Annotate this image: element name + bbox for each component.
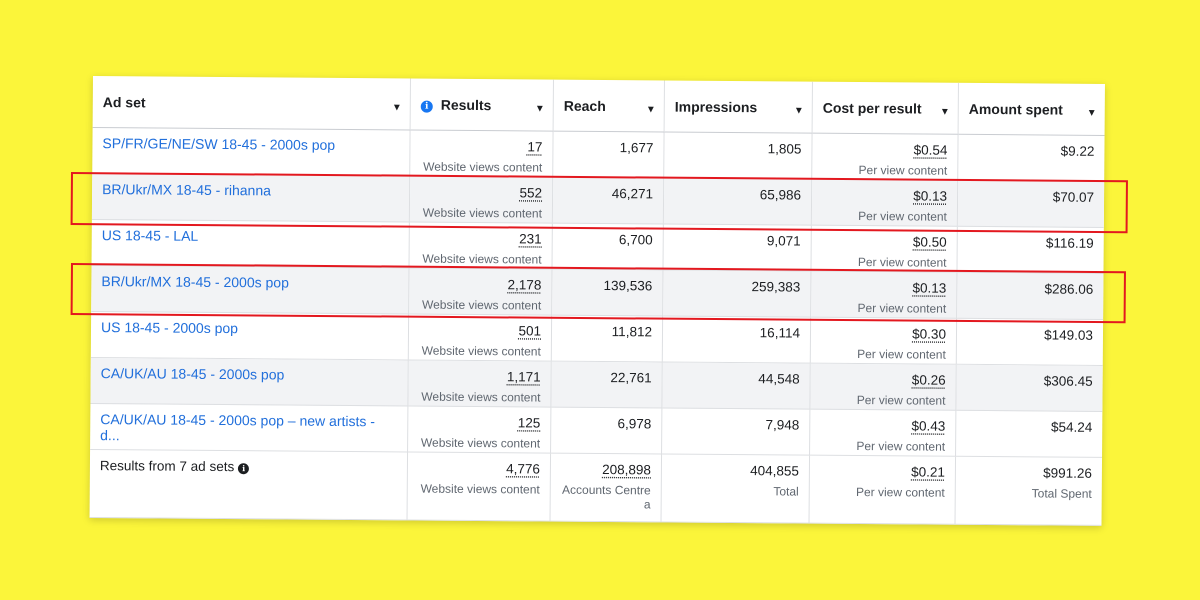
reach-cell: 6,978 [551,407,663,455]
summary-cost-subtext: Per view content [855,485,945,500]
sort-caret-icon[interactable]: ▼ [534,103,545,115]
results-value[interactable]: 501 [518,323,542,339]
highlight-box-rihanna-row [70,172,1128,234]
results-cell: 501 Website views content [408,314,553,362]
reach-cell: 6,700 [552,223,664,271]
highlight-box-2000s-pop-row [70,263,1126,324]
cost-cell: $0.30 Per view content [810,317,958,365]
summary-row-label: Results from 7 ad sets i [89,449,409,521]
cost-value[interactable]: $0.50 [912,234,947,250]
cost-cell: $0.54 Per view content [812,133,959,181]
results-cell: 125 Website views content [408,406,552,454]
ad-set-name-link[interactable]: US 18-45 - 2000s pop [90,311,410,361]
column-header-label: Ad set [102,94,146,111]
results-subtext: Website views content [421,389,541,405]
column-header-amount-spent[interactable]: Amount spent ▼ [958,82,1105,136]
sort-caret-icon[interactable]: ▼ [645,104,656,116]
amount-spent-cell: $306.45 [956,364,1103,412]
results-subtext: Website views content [422,251,542,267]
cost-subtext: Per view content [857,255,947,270]
column-header-label: Impressions [674,98,758,116]
summary-spent-subtext: Total Spent [1031,486,1092,501]
reach-cell: 1,677 [553,131,665,179]
summary-cost-value[interactable]: $0.21 [911,464,945,480]
results-value[interactable]: 17 [527,139,543,155]
cost-subtext: Per view content [858,163,948,178]
results-value[interactable]: 125 [517,415,541,431]
cost-cell: $0.26 Per view content [810,363,957,411]
cost-value[interactable]: $0.43 [911,418,946,434]
reach-cell: 11,812 [551,315,664,363]
column-header-label: Amount spent [968,100,1063,118]
column-header-label: Reach [563,97,606,115]
summary-results-subtext: Website views content [420,481,540,497]
results-value[interactable]: 231 [519,231,542,247]
summary-spent-value: $991.26 [1043,465,1092,481]
results-subtext: Website views content [420,435,541,451]
info-icon[interactable]: i [238,463,250,475]
summary-impressions-value: 404,855 [750,463,799,479]
impressions-cell: 7,948 [662,408,811,456]
column-header-reach[interactable]: Reach ▼ [553,79,665,133]
results-subtext: Website views content [423,159,543,175]
cost-value[interactable]: $0.30 [912,326,947,342]
summary-reach: 208,898 Accounts Centre a [550,453,663,523]
column-header-results[interactable]: i Results ▼ [410,78,554,132]
column-header-ad-set[interactable]: Ad set ▼ [92,76,411,131]
cost-value[interactable]: $0.26 [911,372,946,388]
cost-subtext: Per view content [856,439,946,454]
cost-subtext: Per view content [857,347,946,362]
impressions-cell: 44,548 [662,362,811,410]
results-cell: 231 Website views content [409,222,553,270]
summary-reach-subtext: Accounts Centre a [561,482,651,512]
amount-spent-cell: $149.03 [956,318,1104,366]
amount-spent-cell: $116.19 [957,226,1104,274]
summary-cost: $0.21 Per view content [809,455,957,525]
column-header-impressions[interactable]: Impressions ▼ [664,80,813,134]
cost-cell: $0.43 Per view content [810,409,957,457]
cost-value[interactable]: $0.54 [913,142,948,158]
sort-caret-icon[interactable]: ▼ [793,105,804,117]
summary-reach-value[interactable]: 208,898 [602,462,651,478]
ad-set-name-link[interactable]: CA/UK/AU 18-45 - 2000s pop [90,357,409,407]
summary-label-text: Results from 7 ad sets [99,458,235,475]
amount-spent-cell: $54.24 [956,410,1103,458]
reach-cell: 22,761 [551,361,663,409]
summary-results-value[interactable]: 4,776 [506,461,540,477]
impressions-cell: 9,071 [663,224,812,272]
info-circle-icon[interactable]: i [420,100,433,113]
column-header-label: Results [440,96,492,114]
summary-amount-spent: $991.26 Total Spent [955,456,1103,526]
results-cell: 1,171 Website views content [408,360,552,408]
sort-caret-icon[interactable]: ▼ [1086,107,1097,119]
amount-spent-cell: $9.22 [958,134,1105,182]
summary-impressions-subtext: Total [773,484,799,499]
column-header-cost-per-result[interactable]: Cost per result ▼ [812,81,959,135]
ad-set-name-link[interactable]: SP/FR/GE/NE/SW 18-45 - 2000s pop [92,127,411,177]
sort-caret-icon[interactable]: ▼ [939,106,950,118]
results-value[interactable]: 1,171 [506,369,541,385]
impressions-cell: 16,114 [662,316,812,364]
cost-cell: $0.50 Per view content [811,225,958,273]
column-header-label: Cost per result [822,99,922,117]
sort-caret-icon[interactable]: ▼ [391,102,402,114]
results-subtext: Website views content [421,343,541,359]
ad-set-name-link[interactable]: CA/UK/AU 18-45 - 2000s pop – new artists… [90,403,409,453]
results-cell: 17 Website views content [410,130,554,178]
cost-subtext: Per view content [856,393,946,408]
summary-results: 4,776 Website views content [407,452,552,522]
summary-impressions: 404,855 Total [661,454,811,524]
impressions-cell: 1,805 [664,132,813,180]
